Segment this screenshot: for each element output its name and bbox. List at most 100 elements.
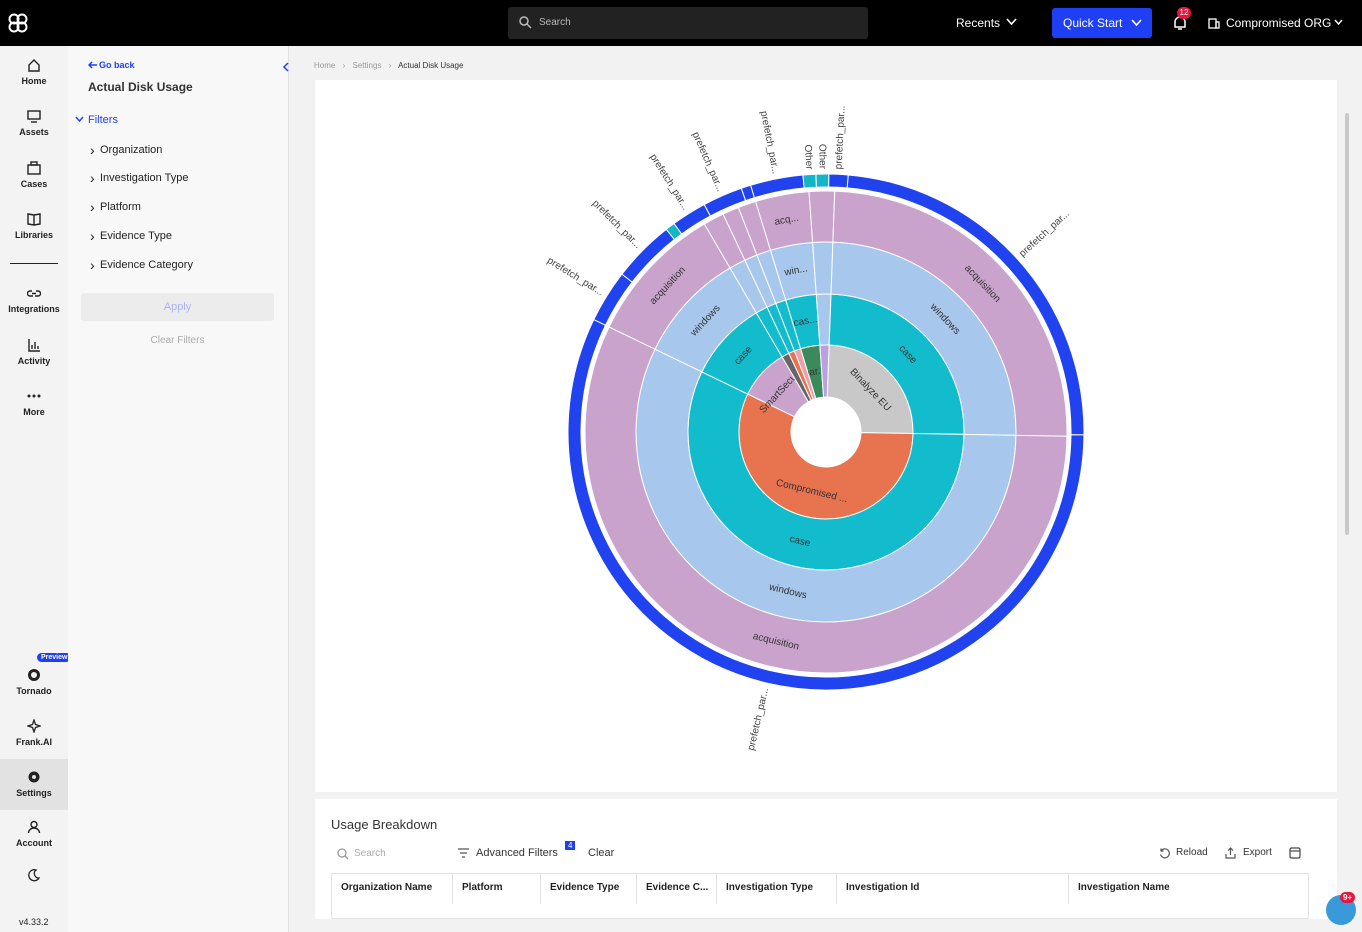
back-arrow	[88, 60, 98, 70]
chevron	[1006, 18, 1017, 26]
table-title: Usage Breakdown	[331, 817, 437, 832]
icon	[27, 820, 41, 834]
export-icon	[1225, 847, 1236, 859]
preview-badge: Preview	[37, 653, 71, 662]
icon	[27, 212, 41, 226]
nav-label: Activity	[18, 356, 51, 366]
icon	[27, 286, 41, 300]
filter-item[interactable]: Platform	[100, 201, 141, 213]
crumb-separator: ›	[343, 61, 346, 70]
outer-label: Other	[802, 144, 815, 170]
recents[interactable]: Recents	[956, 16, 1000, 30]
advanced-filters[interactable]: Advanced Filters	[476, 847, 558, 859]
outer-label: prefetch_par...	[833, 105, 847, 169]
nav-label: Assets	[19, 127, 49, 137]
filter-panel: Go back Actual Disk Usage Filters Organi…	[68, 46, 289, 932]
crumb[interactable]: Settings	[352, 61, 381, 70]
column-header[interactable]: Organization Name	[332, 874, 453, 904]
sunburst-segment	[813, 242, 833, 294]
notification-badge: 12	[1177, 7, 1191, 19]
go-back[interactable]: Go back	[99, 60, 135, 70]
apply-button[interactable]: Apply	[81, 293, 274, 321]
chevron	[75, 116, 84, 123]
reload-button[interactable]: Reload	[1176, 847, 1208, 858]
nav-item[interactable]: More	[0, 389, 68, 417]
nav-item[interactable]: Home	[0, 58, 68, 86]
sunburst-segment	[809, 191, 835, 242]
search-icon	[337, 848, 349, 860]
icon	[27, 58, 41, 72]
search-placeholder: Search	[539, 17, 571, 28]
column-header[interactable]: Evidence Type	[541, 874, 637, 904]
nav-item[interactable]: Libraries	[0, 212, 68, 240]
icon	[27, 109, 41, 123]
collapse-icon[interactable]	[282, 62, 290, 72]
icon	[27, 668, 41, 682]
sunburst-segment	[829, 174, 849, 188]
center-hole	[791, 397, 861, 467]
nav-item[interactable]: Account	[0, 820, 68, 848]
filter-item[interactable]: Organization	[100, 144, 162, 156]
org-name[interactable]: Compromised ORG	[1226, 16, 1331, 30]
logo	[8, 13, 28, 33]
crumb-separator: ›	[389, 61, 392, 70]
sunburst-segment	[803, 174, 816, 188]
sunburst-segment	[816, 174, 829, 187]
column-header[interactable]: Investigation Id	[837, 874, 1069, 904]
nav-item[interactable]: Activity	[0, 338, 68, 366]
quick-start-button[interactable]: Quick Start	[1052, 8, 1152, 38]
quick-start-label: Quick Start	[1063, 16, 1122, 30]
chart-card: par...Binalyze EUCompromised ...SmartSec…	[315, 80, 1337, 792]
filter-count: 4	[565, 841, 575, 850]
breadcrumb: Home › Settings › Actual Disk Usage	[314, 61, 463, 70]
search-box[interactable]: Search	[508, 7, 868, 39]
side-nav: Home Assets Cases Libraries Integrations…	[0, 46, 68, 932]
nav-item[interactable]: Tornado	[0, 668, 68, 696]
nav-label: Cases	[21, 179, 48, 189]
table-search[interactable]: Search	[354, 848, 386, 859]
org-icon	[1208, 17, 1220, 29]
nav-item[interactable]: Frank.AI	[0, 719, 68, 747]
export-button[interactable]: Export	[1243, 847, 1272, 858]
crumb[interactable]: Home	[314, 61, 335, 70]
panel-title: Actual Disk Usage	[88, 80, 193, 94]
divider	[10, 263, 58, 264]
icon	[27, 389, 41, 403]
columns-icon[interactable]	[1289, 847, 1301, 859]
search-icon	[519, 16, 532, 29]
column-header[interactable]: Platform	[453, 874, 541, 904]
clear-filters[interactable]: Clear Filters	[81, 335, 274, 346]
filter-item[interactable]: Evidence Type	[100, 230, 172, 242]
nav-label: Settings	[16, 788, 52, 798]
filters-heading[interactable]: Filters	[88, 114, 118, 126]
chevron	[1334, 19, 1343, 26]
column-header[interactable]: Evidence C...	[637, 874, 717, 904]
table-card: Usage Breakdown Search Advanced Filters …	[315, 799, 1337, 919]
nav-label: Tornado	[16, 686, 51, 696]
nav-label: Account	[16, 838, 52, 848]
nav-item[interactable]: Assets	[0, 109, 68, 137]
outer-label: prefetch_par...	[590, 198, 643, 251]
outer-label: prefetch_par...	[647, 152, 690, 212]
table-header: Organization NamePlatformEvidence TypeEv…	[331, 873, 1309, 919]
chevron	[1131, 19, 1142, 27]
nav-item[interactable]: Integrations	[0, 286, 68, 314]
nav-item[interactable]: Cases	[0, 161, 68, 189]
reload-icon	[1159, 848, 1170, 859]
outer-label: Other	[816, 144, 827, 170]
nav-label: Integrations	[8, 304, 60, 314]
outer-label: prefetch_par...	[1017, 208, 1072, 259]
sunburst-chart: par...Binalyze EUCompromised ...SmartSec…	[315, 80, 1337, 792]
nav-label: Home	[21, 76, 46, 86]
chat-button[interactable]: 9+	[1326, 895, 1356, 925]
theme-toggle[interactable]	[27, 868, 41, 882]
nav-item[interactable]: Settings	[0, 770, 68, 798]
filter-item[interactable]: Investigation Type	[100, 172, 188, 184]
outer-label: prefetch_par...	[690, 130, 726, 193]
column-header[interactable]: Investigation Name	[1069, 874, 1309, 904]
filter-item[interactable]: Evidence Category	[100, 259, 193, 271]
clear-button[interactable]: Clear	[588, 847, 614, 859]
icon	[27, 161, 41, 175]
nav-label: More	[23, 407, 45, 417]
column-header[interactable]: Investigation Type	[717, 874, 837, 904]
